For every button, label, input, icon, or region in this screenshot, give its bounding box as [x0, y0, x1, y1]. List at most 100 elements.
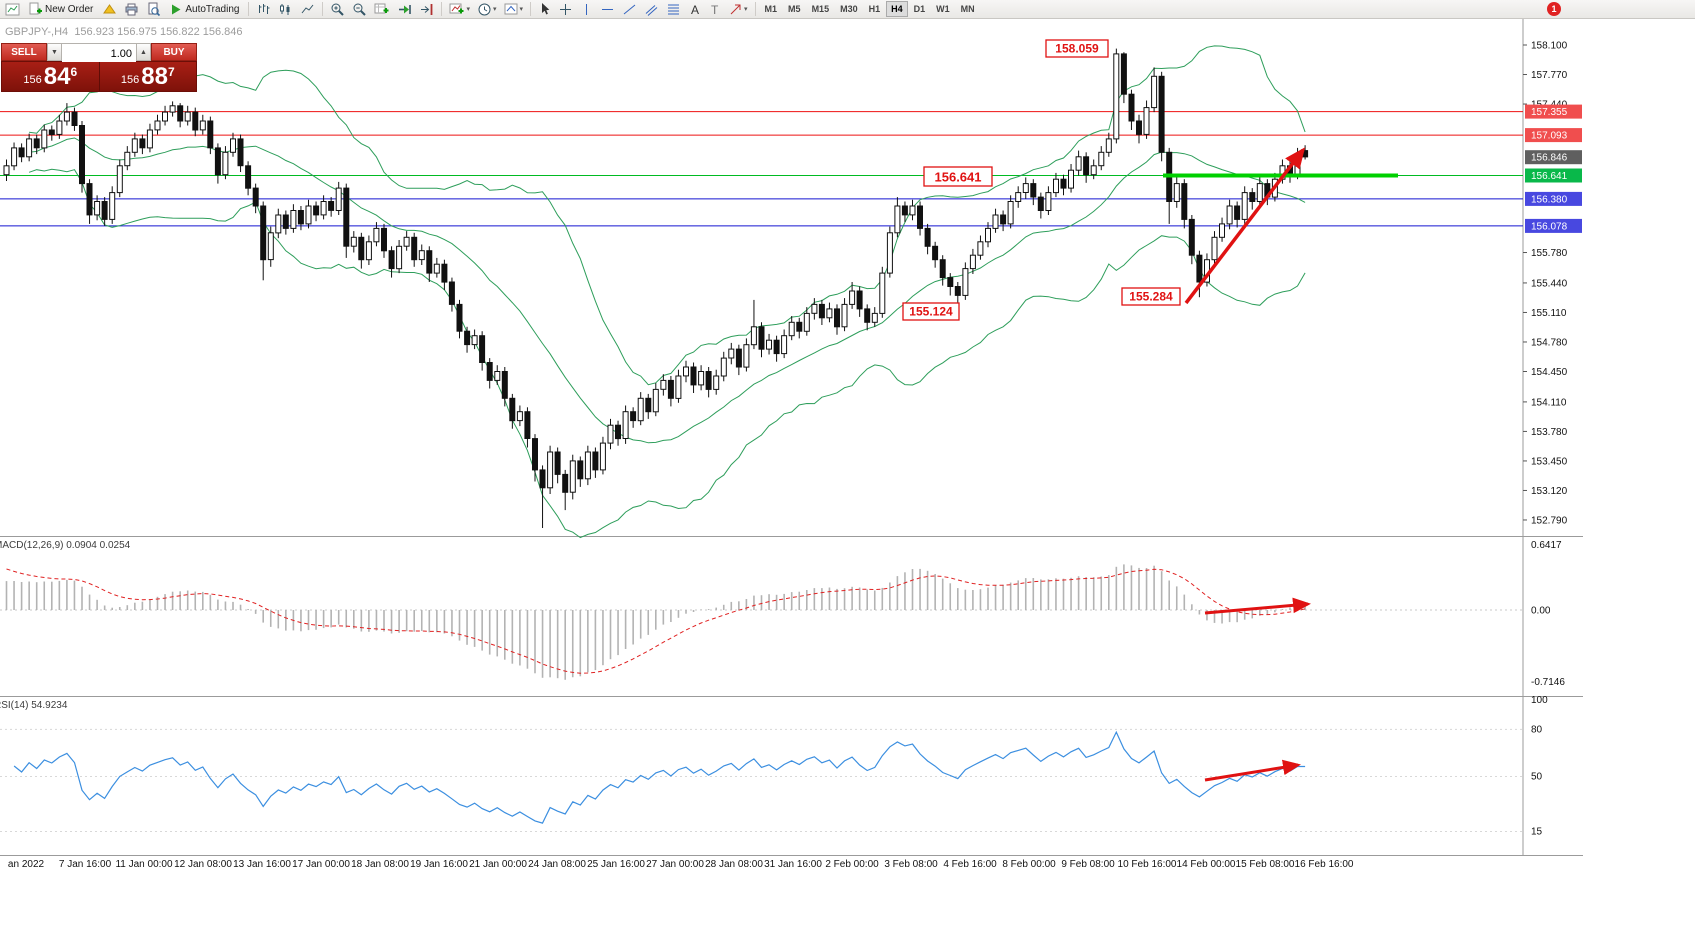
callout-box[interactable] — [1045, 39, 1109, 58]
timeframe-m5-button[interactable]: M5 — [788, 4, 801, 14]
arrows-button[interactable]: ▾ — [725, 1, 751, 18]
timeframe-d1-button[interactable]: D1 — [913, 4, 926, 14]
candle-body — [592, 451, 599, 471]
candle-body — [494, 371, 501, 381]
candle-body — [1022, 183, 1029, 194]
candle-body — [207, 120, 214, 149]
trend-arrow[interactable] — [1204, 597, 1311, 615]
print-preview-button[interactable] — [143, 1, 164, 18]
sell-price-display[interactable]: 156 84 6 — [2, 62, 100, 91]
print-button[interactable] — [121, 1, 142, 18]
candle-body — [713, 375, 720, 390]
new-order-button[interactable]: New Order — [24, 1, 98, 18]
candlestick-chart-button[interactable] — [275, 1, 296, 18]
timeframe-m30-button[interactable]: M30 — [840, 4, 858, 14]
callout-box[interactable] — [1121, 287, 1181, 306]
periods-button[interactable]: ▾ — [474, 1, 500, 18]
time-axis-label: 2 Feb 00:00 — [825, 859, 879, 870]
macd-values: 0.0904 0.0254 — [66, 540, 131, 551]
templates-button[interactable]: ▾ — [501, 1, 527, 18]
timeframe-mn-button[interactable]: MN — [960, 4, 975, 14]
volume-up-button[interactable]: ▲ — [136, 43, 151, 61]
candle-body — [199, 120, 206, 131]
candle-body — [1075, 156, 1082, 171]
text-icon: A — [691, 3, 699, 17]
fibonacci-icon — [668, 4, 680, 14]
candle-body — [1219, 223, 1225, 238]
timeframe-h1-button[interactable]: H1 — [868, 4, 881, 14]
rsi-axis-label: 50 — [1531, 772, 1543, 783]
buy-price-display[interactable]: 156 88 7 — [100, 62, 197, 91]
time-axis-label: 21 Jan 00:00 — [469, 859, 527, 870]
vertical-line-button[interactable] — [577, 1, 596, 18]
autotrading-button[interactable]: AutoTrading — [165, 1, 244, 18]
macd-signal-line — [6, 568, 1306, 674]
bollinger-upper-band — [29, 45, 1306, 386]
candle-body — [335, 187, 342, 212]
callout-text: 158.059 — [1055, 42, 1099, 56]
indicators-button[interactable]: ▾ — [446, 1, 473, 18]
cursor-button[interactable] — [535, 1, 554, 18]
candle-body — [750, 326, 757, 346]
price-tick-label: 153.120 — [1531, 486, 1568, 497]
callout-box[interactable] — [902, 302, 960, 321]
chart-ohlc-values: 156.923 156.975 156.822 156.846 — [74, 26, 243, 38]
text-button[interactable]: A — [685, 1, 704, 18]
chart-canvas[interactable]: 158.100157.770157.440155.780155.440155.1… — [0, 19, 1695, 941]
volume-input[interactable] — [62, 46, 136, 62]
candle-body — [901, 205, 908, 216]
candle-body — [690, 366, 697, 386]
candle-body — [1128, 93, 1135, 122]
price-badge — [1525, 128, 1582, 143]
indicators-icon — [449, 3, 464, 13]
bar-chart-button[interactable] — [253, 1, 274, 18]
chart-shift-icon — [421, 3, 433, 15]
trend-arrow[interactable] — [1204, 759, 1301, 782]
candle-body — [154, 120, 161, 131]
time-axis-label: 17 Jan 00:00 — [292, 859, 350, 870]
time-axis-label: 16 Feb 16:00 — [1295, 859, 1354, 870]
zoom-out-button[interactable] — [349, 1, 370, 18]
candle-body — [41, 129, 48, 149]
channel-button[interactable] — [641, 1, 662, 18]
volume-down-button[interactable]: ▼ — [47, 43, 62, 61]
horizontal-line-button[interactable] — [597, 1, 618, 18]
candle-body — [728, 348, 735, 359]
timeframe-m1-button[interactable]: M1 — [764, 4, 778, 14]
buy-button[interactable]: BUY — [151, 43, 197, 61]
candle-body — [577, 460, 584, 480]
candle-body — [26, 138, 33, 158]
callout-box[interactable] — [923, 166, 993, 187]
metaeditor-button[interactable] — [99, 1, 120, 18]
line-chart-button[interactable] — [297, 1, 318, 18]
candle-body — [985, 227, 991, 243]
label-button[interactable]: T — [705, 1, 724, 18]
candle-body — [977, 241, 984, 256]
timeframe-h4-button[interactable]: H4 — [886, 1, 908, 17]
trendline-button[interactable] — [619, 1, 640, 18]
chart-shift-button[interactable] — [416, 1, 437, 18]
candle-body — [1037, 196, 1044, 212]
candle-body — [381, 227, 387, 252]
crosshair-button[interactable] — [555, 1, 576, 18]
rsi-axis-label: 15 — [1531, 827, 1543, 838]
timeframe-m15-button[interactable]: M15 — [811, 4, 830, 14]
zoom-in-button[interactable] — [327, 1, 348, 18]
trend-arrow[interactable] — [1184, 147, 1306, 305]
notification-badge[interactable]: 1 — [1547, 2, 1561, 16]
fibonacci-button[interactable] — [663, 1, 684, 18]
dropdown-caret-icon: ▾ — [519, 6, 524, 13]
candle-body — [660, 379, 667, 390]
candle-body — [524, 411, 531, 440]
time-axis-label: 25 Jan 16:00 — [587, 859, 645, 870]
chart-symbol-period: GBPJPY-,H4 — [5, 26, 69, 38]
candle-body — [871, 312, 878, 323]
price-tick-label: 155.110 — [1531, 308, 1567, 319]
sell-button[interactable]: SELL — [1, 43, 47, 61]
timeframe-w1-button[interactable]: W1 — [936, 4, 950, 14]
new-chart-button[interactable] — [371, 1, 393, 18]
volume-field — [62, 43, 136, 62]
candle-body — [305, 205, 312, 225]
autoscroll-button[interactable] — [394, 1, 415, 18]
candle-body — [1196, 254, 1203, 283]
